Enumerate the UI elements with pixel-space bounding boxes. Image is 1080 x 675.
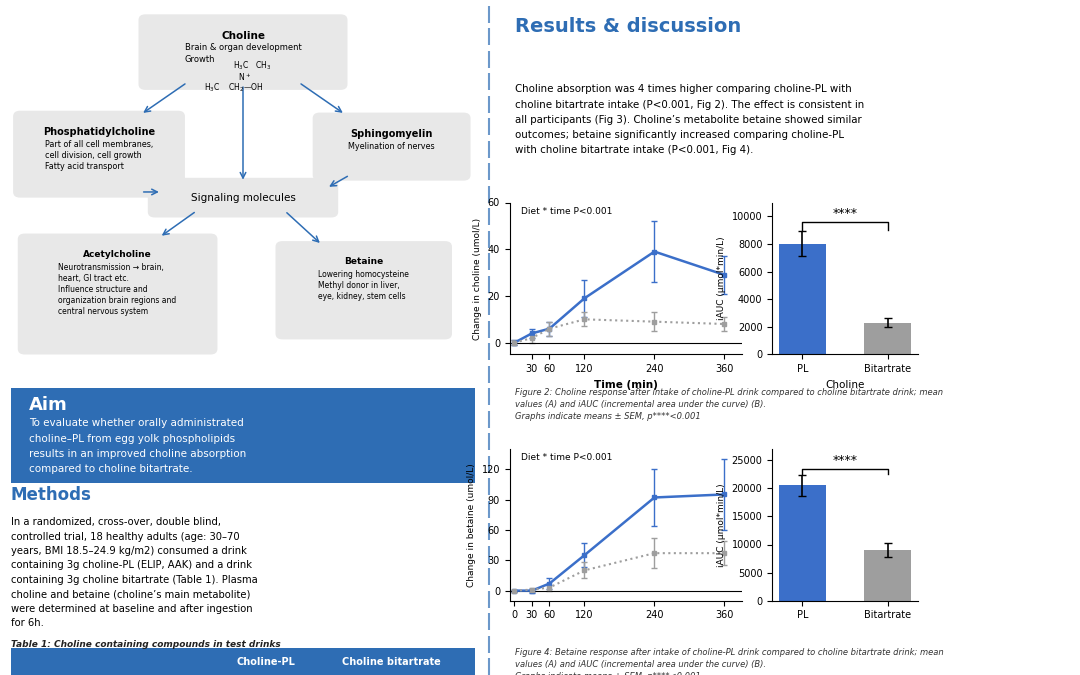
Text: Brain & organ development
Growth: Brain & organ development Growth	[185, 43, 301, 63]
Bar	[864, 323, 912, 354]
Bar	[864, 550, 912, 601]
FancyBboxPatch shape	[275, 241, 451, 340]
Text: Diet * time P<0.001: Diet * time P<0.001	[522, 207, 612, 216]
Text: Signaling molecules: Signaling molecules	[190, 192, 296, 202]
Text: Figure 2: Choline response after intake of choline-PL drink compared to choline : Figure 2: Choline response after intake …	[515, 388, 943, 421]
Y-axis label: iAUC (μmol*min/L): iAUC (μmol*min/L)	[717, 237, 726, 320]
Y-axis label: Change in betaine (umol/L): Change in betaine (umol/L)	[467, 463, 476, 587]
Bar	[779, 485, 826, 601]
Text: In a randomized, cross-over, double blind,
controlled trial, 18 healthy adults (: In a randomized, cross-over, double blin…	[11, 517, 257, 628]
Text: Lowering homocysteine
Methyl donor in liver,
eye, kidney, stem cells: Lowering homocysteine Methyl donor in li…	[319, 270, 409, 302]
FancyBboxPatch shape	[313, 113, 471, 181]
FancyBboxPatch shape	[138, 14, 348, 90]
Bar	[779, 244, 826, 354]
Text: $\mathregular{H_3C}$    $\mathregular{CH_2}$—OH: $\mathregular{H_3C}$ $\mathregular{CH_2}…	[204, 82, 264, 95]
Text: Results & discussion: Results & discussion	[515, 17, 741, 36]
FancyBboxPatch shape	[148, 178, 338, 217]
Text: Choline: Choline	[221, 30, 265, 40]
Y-axis label: iAUC (μmol*min/L): iAUC (μmol*min/L)	[717, 483, 726, 566]
Text: Betaine: Betaine	[345, 257, 383, 267]
Text: Acetylcholine: Acetylcholine	[83, 250, 152, 259]
Text: $\mathregular{H_3C}$   $\mathregular{CH_3}$: $\mathregular{H_3C}$ $\mathregular{CH_3}…	[233, 59, 271, 72]
X-axis label: Choline: Choline	[825, 379, 865, 389]
FancyBboxPatch shape	[17, 234, 217, 354]
Text: Figure 1: Functions of choline in the human body: Figure 1: Functions of choline in the hu…	[11, 404, 216, 412]
Text: Myelination of nerves: Myelination of nerves	[348, 142, 435, 151]
FancyBboxPatch shape	[0, 385, 489, 485]
Text: Choline absorption was 4 times higher comparing choline-PL with
choline bitartra: Choline absorption was 4 times higher co…	[515, 84, 864, 155]
Text: N$^+$: N$^+$	[234, 71, 252, 82]
Text: Table 1: Choline containing compounds in test drinks: Table 1: Choline containing compounds in…	[11, 641, 281, 649]
Y-axis label: Change in choline (umol/L): Change in choline (umol/L)	[473, 217, 482, 340]
FancyBboxPatch shape	[13, 111, 185, 198]
Text: Part of all cell membranes,
cell division, cell growth
Fatty acid transport: Part of all cell membranes, cell divisio…	[45, 140, 153, 171]
Text: ****: ****	[833, 207, 858, 220]
Text: Choline-PL: Choline-PL	[237, 657, 296, 666]
X-axis label: Time (min): Time (min)	[594, 379, 658, 389]
Text: ****: ****	[833, 454, 858, 467]
Text: Sphingomyelin: Sphingomyelin	[350, 129, 433, 139]
Text: Phosphatidylcholine: Phosphatidylcholine	[43, 127, 156, 137]
Text: To evaluate whether orally administrated
choline–PL from egg yolk phospholipids
: To evaluate whether orally administrated…	[29, 418, 246, 474]
Text: Aim: Aim	[29, 396, 68, 414]
Text: Figure 4: Betaine response after intake of choline-PL drink compared to choline : Figure 4: Betaine response after intake …	[515, 648, 944, 675]
Text: Methods: Methods	[11, 487, 92, 504]
Text: Choline bitartrate: Choline bitartrate	[342, 657, 441, 666]
Text: Diet * time P<0.001: Diet * time P<0.001	[522, 454, 612, 462]
Text: Neurotransmission → brain,
heart, GI tract etc.
Influence structure and
organiza: Neurotransmission → brain, heart, GI tra…	[58, 263, 177, 316]
FancyBboxPatch shape	[11, 648, 475, 675]
